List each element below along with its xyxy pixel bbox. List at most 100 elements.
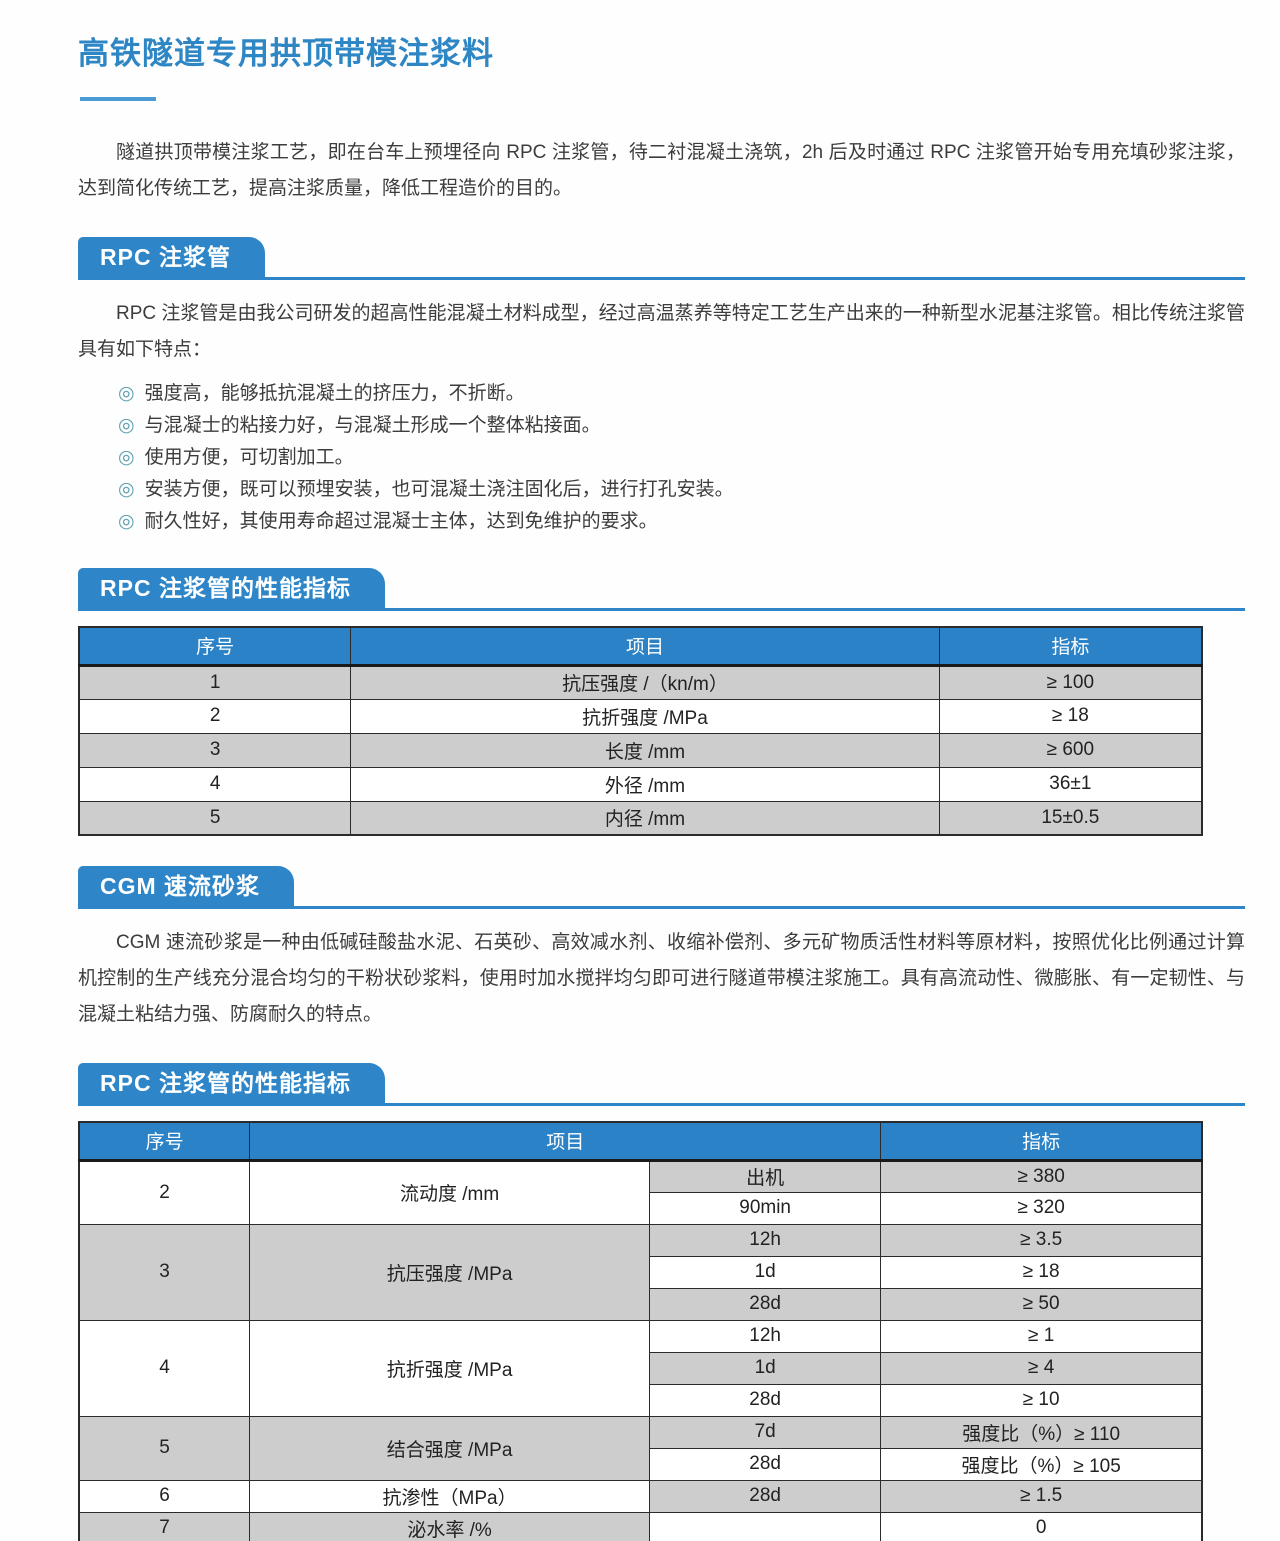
cell-no: 2 bbox=[78, 698, 352, 734]
banner-label-rpc-perf: RPC 注浆管的性能指标 bbox=[78, 568, 385, 608]
feature-list: ◎ 强度高，能够抵抗混凝土的挤压力，不折断。 ◎ 与混凝士的粘接力好，与混凝土形成一… bbox=[78, 378, 1245, 538]
table-row: 5 内径 /mm 15±0.5 bbox=[78, 800, 1203, 836]
cell-item: 抗折强度 /MPa bbox=[249, 1319, 650, 1417]
cell-condition: 28d bbox=[648, 1383, 882, 1417]
table-row: 4 外径 /mm 36±1 bbox=[78, 766, 1203, 802]
cell-item: 泌水率 /% bbox=[249, 1511, 650, 1541]
cell-value: 36±1 bbox=[938, 766, 1203, 802]
cell-condition: 28d bbox=[648, 1479, 882, 1513]
cell-value: 强度比（%）≥ 110 bbox=[880, 1415, 1203, 1449]
ring-bullet-icon: ◎ bbox=[118, 479, 135, 500]
cell-condition: 28d bbox=[648, 1287, 882, 1321]
title-underline bbox=[80, 97, 156, 101]
table-row: 6 抗渗性（MPa） 28d ≥ 1.5 bbox=[78, 1479, 1203, 1513]
banner-label-cgm-perf: RPC 注浆管的性能指标 bbox=[78, 1063, 385, 1103]
feature-text: 安装方便，既可以预埋安装，也可混凝土浇注固化后，进行打孔安装。 bbox=[144, 479, 734, 500]
ring-bullet-icon: ◎ bbox=[118, 447, 135, 468]
cell-no: 3 bbox=[78, 732, 352, 768]
header-cell-no: 序号 bbox=[78, 1121, 251, 1162]
cell-item: 长度 /mm bbox=[350, 732, 940, 768]
cell-condition: 28d bbox=[648, 1447, 882, 1481]
header-cell-index: 指标 bbox=[938, 626, 1203, 667]
cell-value: ≥ 10 bbox=[880, 1383, 1203, 1417]
cell-item: 流动度 /mm bbox=[249, 1159, 650, 1225]
page-title: 高铁隧道专用拱顶带模注浆料 bbox=[78, 36, 494, 71]
cgm-performance-table: 序号 项目 指标 2 流动度 /mm 出机 ≥ 380 90min ≥ 320 … bbox=[78, 1121, 1203, 1541]
banner-label-rpc-pipe: RPC 注浆管 bbox=[78, 237, 265, 277]
cell-value: ≥ 4 bbox=[880, 1351, 1203, 1385]
feature-item: ◎ 安装方便，既可以预埋安装，也可混凝土浇注固化后，进行打孔安装。 bbox=[118, 474, 1245, 506]
cell-condition: 出机 bbox=[648, 1159, 882, 1193]
cell-no: 5 bbox=[78, 1415, 251, 1481]
feature-text: 强度高，能够抵抗混凝土的挤压力，不折断。 bbox=[144, 383, 525, 404]
header-cell-item: 项目 bbox=[249, 1121, 882, 1162]
table-row: 90min ≥ 320 bbox=[79, 1191, 1203, 1225]
section-banner-rpc-perf: RPC 注浆管的性能指标 bbox=[78, 568, 1245, 611]
cell-item: 抗折强度 /MPa bbox=[350, 698, 940, 734]
cell-no: 2 bbox=[78, 1159, 251, 1225]
ring-bullet-icon: ◎ bbox=[118, 511, 135, 532]
table-row: 3 长度 /mm ≥ 600 bbox=[78, 732, 1203, 768]
cell-no: 6 bbox=[78, 1479, 251, 1513]
cell-item: 外径 /mm bbox=[350, 766, 940, 802]
header-cell-no: 序号 bbox=[78, 626, 352, 667]
header-cell-index: 指标 bbox=[880, 1121, 1203, 1162]
cell-value: 15±0.5 bbox=[938, 800, 1203, 836]
section-banner-cgm-perf: RPC 注浆管的性能指标 bbox=[78, 1063, 1245, 1106]
cell-item: 抗渗性（MPa） bbox=[249, 1479, 650, 1513]
table-row: 5 结合强度 /MPa 7d 强度比（%）≥ 110 bbox=[78, 1415, 1203, 1481]
cell-value: ≥ 380 bbox=[880, 1159, 1203, 1193]
cell-no: 5 bbox=[78, 800, 352, 836]
header-cell-item: 项目 bbox=[350, 626, 940, 667]
table-header-row: 序号 项目 指标 bbox=[78, 626, 1203, 667]
cell-condition: 12h bbox=[648, 1223, 882, 1257]
cell-condition: 7d bbox=[648, 1415, 882, 1449]
cell-no: 4 bbox=[78, 766, 352, 802]
feature-item: ◎ 耐久性好，其使用寿命超过混凝士主体，达到免维护的要求。 bbox=[118, 506, 1245, 538]
cgm-paragraph: CGM 速流砂浆是一种由低碱硅酸盐水泥、石英砂、高效减水剂、收缩补偿剂、多元矿物… bbox=[78, 932, 1245, 1025]
table-row: 3 抗压强度 /MPa 12h ≥ 3.5 bbox=[78, 1223, 1203, 1321]
feature-text: 耐久性好，其使用寿命超过混凝士主体，达到免维护的要求。 bbox=[144, 511, 658, 532]
table-row: 4 抗折强度 /MPa 12h ≥ 1 bbox=[78, 1319, 1203, 1417]
table-row: 28d 强度比（%）≥ 105 bbox=[79, 1447, 1203, 1481]
table-row: 7 泌水率 /% 0 bbox=[78, 1511, 1203, 1541]
cell-value: ≥ 1 bbox=[880, 1319, 1203, 1353]
table-row: 1d ≥ 4 bbox=[79, 1351, 1203, 1385]
cell-value: ≥ 50 bbox=[880, 1287, 1203, 1321]
feature-text: 使用方便，可切割加工。 bbox=[144, 447, 354, 468]
cell-item: 抗压强度 /MPa bbox=[249, 1223, 650, 1321]
cell-value: 强度比（%）≥ 105 bbox=[880, 1447, 1203, 1481]
table-row: 2 抗折强度 /MPa ≥ 18 bbox=[78, 698, 1203, 734]
cell-value: ≥ 18 bbox=[938, 698, 1203, 734]
rpc-pipe-paragraph: RPC 注浆管是由我公司研发的超高性能混凝土材料成型，经过高温蒸养等特定工艺生产… bbox=[78, 303, 1245, 360]
cell-condition bbox=[648, 1511, 882, 1541]
intro-paragraph: 隧道拱顶带模注浆工艺，即在台车上预埋径向 RPC 注浆管，待二衬混凝土浇筑，2h… bbox=[78, 142, 1245, 199]
cell-condition: 1d bbox=[648, 1351, 882, 1385]
feature-item: ◎ 强度高，能够抵抗混凝土的挤压力，不折断。 bbox=[118, 378, 1245, 410]
ring-bullet-icon: ◎ bbox=[118, 415, 135, 436]
cell-no: 4 bbox=[78, 1319, 251, 1417]
cell-value: ≥ 100 bbox=[938, 664, 1203, 700]
cell-condition: 90min bbox=[648, 1191, 882, 1225]
section-banner-rpc-pipe: RPC 注浆管 bbox=[78, 237, 1245, 280]
feature-item: ◎ 与混凝士的粘接力好，与混凝土形成一个整体粘接面。 bbox=[118, 410, 1245, 442]
feature-text: 与混凝士的粘接力好，与混凝土形成一个整体粘接面。 bbox=[144, 415, 601, 436]
table-header-row: 序号 项目 指标 bbox=[78, 1121, 1203, 1162]
table-row: 28d ≥ 50 bbox=[79, 1287, 1203, 1321]
table-row: 28d ≥ 10 bbox=[79, 1383, 1203, 1417]
cell-value: 0 bbox=[880, 1511, 1203, 1541]
banner-label-cgm: CGM 速流砂浆 bbox=[78, 866, 295, 906]
cell-item: 结合强度 /MPa bbox=[249, 1415, 650, 1481]
cell-value: ≥ 18 bbox=[880, 1255, 1203, 1289]
cell-no: 7 bbox=[78, 1511, 251, 1541]
section-banner-cgm: CGM 速流砂浆 bbox=[78, 866, 1245, 909]
ring-bullet-icon: ◎ bbox=[118, 383, 135, 404]
cell-value: ≥ 600 bbox=[938, 732, 1203, 768]
cell-no: 3 bbox=[78, 1223, 251, 1321]
feature-item: ◎ 使用方便，可切割加工。 bbox=[118, 442, 1245, 474]
cell-item: 内径 /mm bbox=[350, 800, 940, 836]
cell-value: ≥ 3.5 bbox=[880, 1223, 1203, 1257]
table-row: 2 流动度 /mm 出机 ≥ 380 bbox=[78, 1159, 1203, 1225]
cell-condition: 12h bbox=[648, 1319, 882, 1353]
